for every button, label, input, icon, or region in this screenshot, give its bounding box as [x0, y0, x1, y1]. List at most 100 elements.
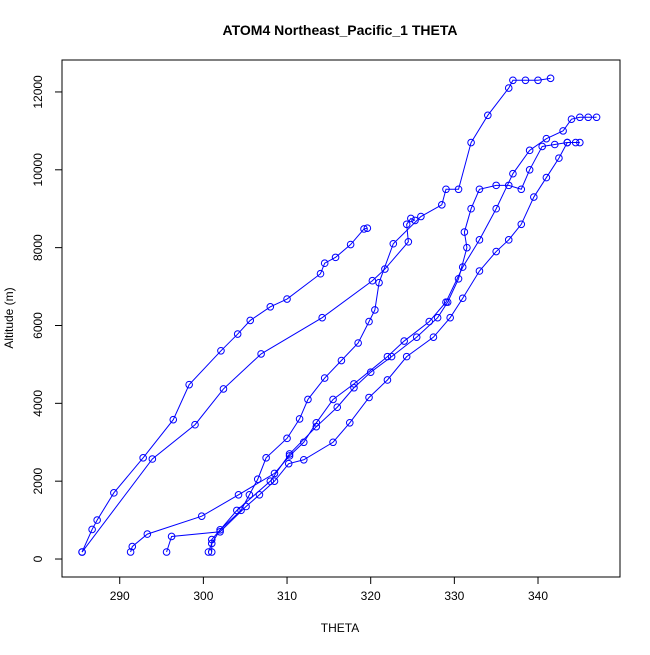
y-axis-label: Altitude (m) — [2, 287, 16, 348]
data-point — [257, 350, 265, 358]
data-point — [402, 220, 411, 229]
data-point — [360, 225, 368, 233]
data-point — [333, 403, 342, 412]
data-point — [389, 239, 398, 248]
data-point — [299, 455, 308, 464]
data-point — [143, 530, 152, 538]
data-point — [400, 337, 408, 345]
data-point — [88, 525, 96, 534]
data-point — [368, 276, 377, 285]
profile-line — [130, 116, 597, 553]
data-point — [504, 236, 513, 244]
data-point — [446, 313, 454, 322]
data-point — [316, 269, 325, 278]
data-point — [411, 216, 419, 225]
data-point — [576, 138, 584, 147]
x-tick-label: 300 — [193, 589, 213, 603]
y-tick-label: 8000 — [31, 234, 45, 261]
data-point — [517, 185, 526, 194]
data-point — [270, 477, 279, 485]
x-tick-label: 310 — [277, 589, 297, 603]
data-point — [387, 352, 396, 361]
data-point — [542, 134, 551, 143]
data-point — [475, 267, 484, 275]
data-point — [304, 395, 312, 404]
data-point — [331, 253, 340, 262]
y-tick-label: 0 — [31, 555, 45, 562]
data-point — [429, 333, 438, 341]
data-point — [517, 220, 526, 229]
data-point — [167, 532, 176, 541]
profile-line — [81, 217, 416, 553]
data-point — [542, 173, 551, 182]
data-point — [443, 298, 452, 306]
x-tick-label: 330 — [444, 589, 464, 603]
data-point — [262, 454, 270, 462]
data-point — [246, 316, 255, 325]
data-point — [412, 333, 421, 341]
data-point — [571, 138, 580, 147]
data-point — [538, 142, 546, 151]
data-point — [242, 502, 250, 511]
data-point — [219, 385, 228, 393]
data-point — [185, 380, 193, 389]
data-point — [320, 374, 329, 382]
data-point — [525, 146, 534, 155]
data-point — [93, 516, 101, 524]
data-point — [270, 469, 279, 478]
data-point — [371, 306, 379, 314]
data-point — [110, 489, 118, 497]
data-point — [442, 185, 450, 194]
data-point — [233, 330, 242, 338]
data-point — [475, 185, 484, 194]
data-point — [253, 475, 262, 484]
data-point — [207, 535, 216, 544]
data-point — [534, 76, 542, 85]
data-point — [460, 228, 469, 236]
x-axis-label: THETA — [321, 621, 359, 635]
data-point — [197, 512, 206, 521]
x-tick-label: 320 — [361, 589, 381, 603]
y-tick-label: 4000 — [31, 390, 45, 417]
data-point — [576, 113, 584, 122]
data-point — [295, 415, 304, 423]
data-point — [375, 278, 383, 287]
data-point — [383, 376, 392, 384]
data-point — [463, 243, 471, 252]
data-point — [337, 356, 346, 365]
x-tick-label: 340 — [528, 589, 548, 603]
data-point — [284, 459, 293, 468]
data-point — [563, 138, 572, 147]
data-point — [191, 420, 199, 429]
data-point — [509, 76, 517, 85]
data-point — [216, 526, 224, 534]
data-point — [363, 224, 372, 232]
profile-line — [166, 142, 580, 553]
data-point — [350, 383, 358, 392]
data-point — [169, 415, 178, 424]
data-point — [245, 490, 254, 499]
data-point — [504, 84, 513, 92]
profile-line — [211, 142, 568, 553]
data-point — [216, 527, 224, 536]
data-point — [139, 454, 147, 462]
data-point — [346, 240, 355, 249]
data-point — [467, 204, 475, 213]
data-point — [283, 434, 291, 443]
data-point — [546, 74, 555, 83]
data-point — [207, 548, 216, 556]
x-tick-label: 290 — [110, 589, 130, 603]
data-point — [233, 506, 241, 515]
data-point — [283, 295, 291, 303]
data-point — [521, 76, 530, 85]
plot-frame — [61, 59, 621, 578]
data-point — [509, 169, 517, 178]
data-point — [148, 455, 157, 463]
data-point — [555, 154, 563, 162]
data-point — [354, 339, 362, 347]
data-point — [433, 313, 442, 322]
data-point — [567, 115, 576, 124]
data-point — [438, 201, 446, 209]
profile-line — [81, 227, 368, 553]
